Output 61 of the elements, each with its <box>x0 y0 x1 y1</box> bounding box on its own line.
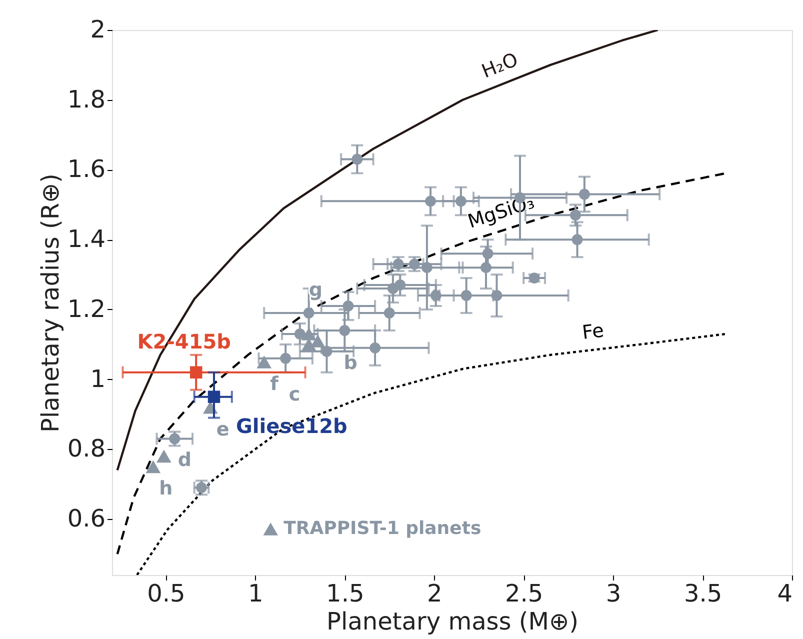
y-tick-label: 2 <box>90 16 106 44</box>
annotation: h <box>159 478 173 500</box>
point <box>455 196 466 207</box>
y-tick-label: 1 <box>90 364 106 393</box>
y-tick-label: 1.4 <box>67 225 106 254</box>
point <box>303 308 314 318</box>
point <box>280 352 292 364</box>
point <box>421 262 432 274</box>
text: Fe <box>581 320 606 344</box>
point <box>339 324 350 336</box>
point <box>480 262 492 274</box>
annotation: e <box>216 418 230 440</box>
point <box>301 328 316 340</box>
x-tick-label: 0.5 <box>147 580 186 608</box>
point <box>208 390 220 403</box>
line-series <box>116 172 727 556</box>
point <box>491 290 502 301</box>
point <box>425 196 436 207</box>
annotation: b <box>344 352 358 374</box>
x-tick-label: 3.5 <box>684 580 722 608</box>
annotation: f <box>270 372 280 395</box>
point <box>321 346 332 357</box>
point <box>482 248 494 260</box>
x-tick-label: 1.5 <box>326 580 364 608</box>
y-tick-label: 1.2 <box>67 294 106 323</box>
x-tick-label: 1 <box>248 580 264 608</box>
point <box>578 188 590 200</box>
annotation: c <box>288 383 300 406</box>
annotation: g <box>308 278 322 301</box>
point <box>156 450 172 463</box>
point <box>256 355 272 368</box>
point <box>146 460 161 474</box>
y-axis-title: Planetary radius (R⊕) <box>36 174 64 432</box>
point <box>430 290 442 301</box>
y-tick-label: 1.8 <box>67 85 106 114</box>
x-tick-label: 3 <box>606 580 622 608</box>
point <box>169 433 180 444</box>
y-tick-label: 0.8 <box>67 434 106 463</box>
y-tick-label: 0.6 <box>67 504 106 533</box>
x-tick-label: 4 <box>777 580 792 608</box>
point <box>370 342 381 354</box>
y-tick-label: 1.6 <box>67 155 106 184</box>
x-tick-label: 2 <box>426 580 442 608</box>
point <box>294 328 306 340</box>
point <box>394 280 406 290</box>
point <box>190 366 202 378</box>
point <box>384 308 395 318</box>
x-axis-title: Planetary mass (M⊕) <box>326 608 578 636</box>
text: H₂O <box>478 48 522 83</box>
point <box>570 210 581 221</box>
point <box>196 482 207 494</box>
legend-label: TRAPPIST-1 planets <box>284 518 482 539</box>
point <box>352 154 363 165</box>
point <box>572 234 583 246</box>
point <box>460 290 472 301</box>
point <box>342 300 354 312</box>
annotation: d <box>178 449 192 472</box>
line-series <box>116 30 659 472</box>
x-tick-label: 2.5 <box>504 580 544 608</box>
point <box>408 258 420 270</box>
point <box>310 334 326 348</box>
